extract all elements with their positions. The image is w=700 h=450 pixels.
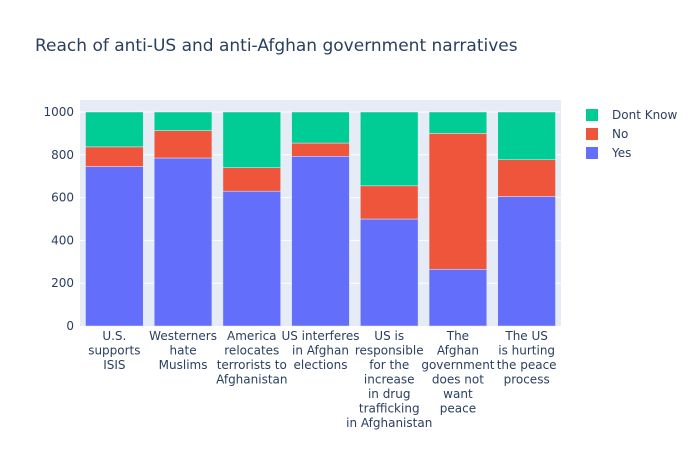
bar-segment-dont-know (428, 111, 488, 134)
legend: Dont Know No Yes (586, 108, 678, 160)
y-axis-ticks: 0 200 400 600 800 1000 (43, 105, 74, 333)
y-tick-label: 600 (51, 191, 74, 205)
y-tick-label: 200 (51, 276, 74, 290)
bar-segment-yes (497, 196, 556, 327)
bar-segment-no (360, 185, 419, 220)
legend-swatch (586, 147, 598, 159)
x-tick-label: America relocates terrorists to Afghanistan (216, 329, 287, 387)
x-tick-label: U.S. supports ISIS (88, 329, 140, 372)
legend-label: Dont Know (612, 108, 678, 122)
bar-segment-dont-know (85, 111, 144, 148)
bar-segment-yes (360, 218, 419, 327)
bar-segment-yes (153, 157, 213, 327)
legend-swatch (586, 109, 598, 121)
bar-segment-dont-know (222, 111, 281, 168)
bar-segment-yes (222, 190, 281, 327)
bar-segment-no (428, 133, 488, 270)
x-tick-label: Westerners hate Muslims (149, 329, 217, 372)
bar-segment-yes (428, 269, 488, 327)
y-tick-label: 800 (51, 148, 74, 162)
bar-segment-dont-know (497, 111, 556, 160)
x-tick-label: US interferes in Afghan elections (281, 329, 359, 372)
y-tick-label: 400 (51, 233, 74, 247)
legend-swatch (586, 128, 598, 140)
bar-segment-no (497, 159, 556, 197)
y-tick-label: 0 (66, 319, 74, 333)
legend-label: Yes (611, 146, 631, 160)
x-tick-label: The Afghan government does not want peace (421, 329, 494, 416)
bar-segment-no (85, 146, 144, 167)
y-tick-label: 1000 (43, 105, 74, 119)
x-tick-label: US is responsible for the increase in drug tr… (346, 329, 432, 430)
bar-segment-dont-know (291, 111, 350, 144)
bar-segment-dont-know (360, 111, 419, 187)
bar-segment-yes (85, 166, 144, 327)
legend-label: No (612, 127, 628, 141)
x-tick-label: The US is hurting the peace process (497, 329, 557, 387)
bar-segment-yes (291, 156, 350, 327)
bar-segment-no (222, 167, 281, 192)
bar-segment-no (291, 142, 350, 157)
bar-segment-dont-know (153, 111, 213, 131)
bars (85, 111, 556, 327)
bar-segment-no (153, 130, 213, 159)
chart-title: Reach of anti-US and anti-Afghan governm… (35, 36, 518, 56)
